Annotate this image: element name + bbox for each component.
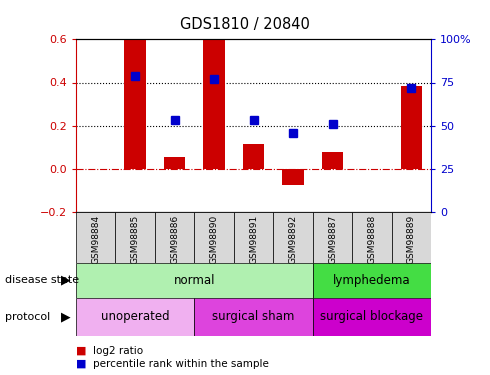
Bar	[203, 40, 225, 169]
Text: GDS1810 / 20840: GDS1810 / 20840	[180, 17, 310, 32]
Bar	[164, 157, 186, 169]
Bar	[76, 262, 313, 298]
Bar	[352, 212, 392, 262]
Bar	[273, 212, 313, 262]
Text: surgical sham: surgical sham	[212, 310, 295, 323]
Text: GSM98891: GSM98891	[249, 214, 258, 264]
Text: ▶: ▶	[61, 274, 71, 287]
Bar	[313, 262, 431, 298]
Text: percentile rank within the sample: percentile rank within the sample	[93, 359, 269, 369]
Text: ■: ■	[76, 346, 86, 355]
Bar	[313, 298, 431, 336]
Bar	[195, 298, 313, 336]
Bar	[155, 212, 195, 262]
Text: GSM98885: GSM98885	[131, 214, 140, 264]
Bar	[401, 86, 422, 169]
Bar	[243, 144, 265, 169]
Text: log2 ratio: log2 ratio	[93, 346, 143, 355]
Bar	[282, 169, 304, 185]
Text: GSM98892: GSM98892	[289, 214, 297, 264]
Text: unoperated: unoperated	[101, 310, 170, 323]
Text: protocol: protocol	[5, 312, 50, 322]
Text: GSM98889: GSM98889	[407, 214, 416, 264]
Text: GSM98888: GSM98888	[368, 214, 376, 264]
Bar	[313, 212, 352, 262]
Text: ■: ■	[76, 359, 86, 369]
Bar	[116, 212, 155, 262]
Text: normal: normal	[173, 274, 215, 287]
Text: GSM98886: GSM98886	[170, 214, 179, 264]
Text: GSM98890: GSM98890	[210, 214, 219, 264]
Text: lymphedema: lymphedema	[333, 274, 411, 287]
Text: disease state: disease state	[5, 275, 79, 285]
Bar	[76, 298, 195, 336]
Bar	[124, 39, 146, 169]
Bar	[234, 212, 273, 262]
Bar	[392, 212, 431, 262]
Text: GSM98884: GSM98884	[91, 214, 100, 264]
Text: surgical blockage: surgical blockage	[320, 310, 423, 323]
Text: GSM98887: GSM98887	[328, 214, 337, 264]
Bar	[195, 212, 234, 262]
Text: ▶: ▶	[61, 310, 71, 323]
Bar	[321, 152, 343, 169]
Bar	[76, 212, 116, 262]
